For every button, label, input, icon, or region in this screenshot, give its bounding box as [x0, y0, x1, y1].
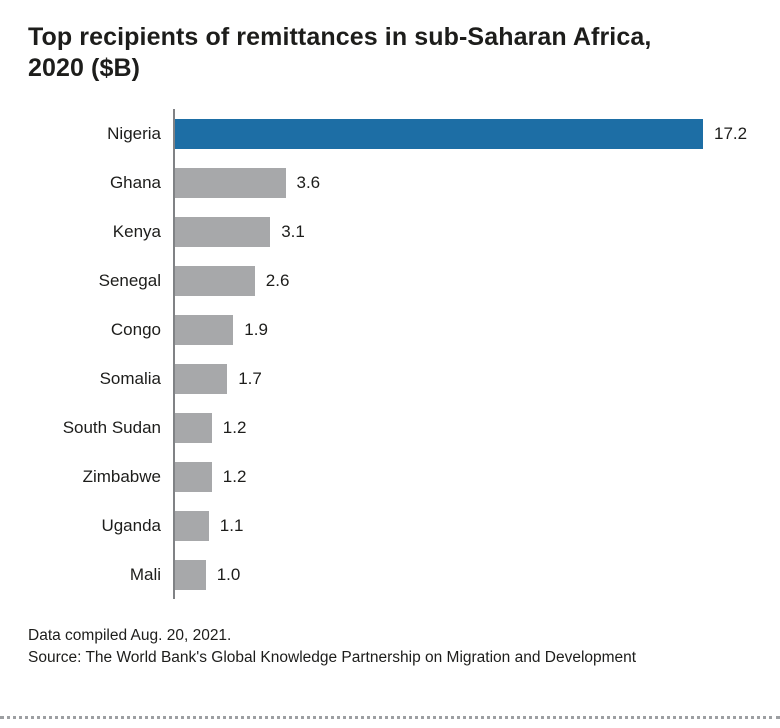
value-label: 2.6 [265, 270, 290, 290]
chart-rows: Nigeria 17.2 Ghana 3.6 Kenya 3.1 Senegal 2.6 Con… [28, 109, 752, 599]
value-label: 3.6 [296, 172, 321, 192]
value-label: 1.1 [219, 515, 244, 535]
chart-row: Uganda 1.1 [28, 501, 752, 550]
chart-row: Senegal 2.6 [28, 256, 752, 305]
chart-row: Nigeria 17.2 [28, 109, 752, 158]
chart-row: Congo 1.9 [28, 305, 752, 354]
chart-row: Zimbabwe 1.2 [28, 452, 752, 501]
category-label: Zimbabwe [82, 466, 161, 486]
value-label: 1.0 [216, 564, 241, 584]
value-label: 1.7 [238, 368, 262, 388]
bar [175, 510, 209, 541]
bar-track: 1.1 [173, 501, 752, 550]
bar-track: 1.2 [173, 403, 752, 452]
footer-notes: Data compiled Aug. 20, 2021. Source: The… [28, 625, 718, 670]
bar [175, 118, 703, 149]
category-label: Nigeria [107, 123, 161, 143]
bar [175, 314, 234, 345]
bar [175, 412, 212, 443]
bar [175, 167, 286, 198]
value-label: 17.2 [714, 123, 748, 143]
chart-row: Somalia 1.7 [28, 354, 752, 403]
bar-track: 3.6 [173, 158, 752, 207]
chart-row: South Sudan 1.2 [28, 403, 752, 452]
bar [175, 461, 212, 492]
chart-title: Top recipients of remittances in sub-Sah… [28, 23, 652, 82]
value-label: 1.9 [244, 319, 268, 339]
bar [175, 559, 206, 590]
bar-chart: Nigeria 17.2 Ghana 3.6 Kenya 3.1 Senegal 2.6 Con… [28, 109, 752, 599]
bar-track: 2.6 [173, 256, 752, 305]
data-compiled-note: Data compiled Aug. 20, 2021. [28, 627, 232, 644]
category-label: Congo [110, 319, 161, 339]
chart-row: Kenya 3.1 [28, 207, 752, 256]
dotted-divider [0, 716, 780, 719]
bar-track: 3.1 [173, 207, 752, 256]
bar [175, 216, 271, 247]
chart-row: Ghana 3.6 [28, 158, 752, 207]
value-label: 3.1 [281, 221, 305, 241]
category-label: South Sudan [62, 417, 161, 437]
category-label: Senegal [98, 270, 161, 290]
category-label: Uganda [101, 515, 161, 535]
bar-track: 1.2 [173, 452, 752, 501]
category-label: Kenya [112, 221, 161, 241]
value-label: 1.2 [222, 466, 247, 486]
bar-track: 17.2 [173, 109, 752, 158]
bar [175, 265, 255, 296]
category-label: Ghana [109, 172, 161, 192]
bar-track: 1.9 [173, 305, 752, 354]
bar-track: 1.0 [173, 550, 752, 599]
category-label: Somalia [99, 368, 161, 388]
bar-track: 1.7 [173, 354, 752, 403]
chart-row: Mali 1.0 [28, 550, 752, 599]
value-label: 1.2 [222, 417, 247, 437]
category-label: Mali [129, 564, 161, 584]
source-note: Source: The World Bank's Global Knowledg… [28, 649, 637, 667]
bar [175, 363, 228, 394]
